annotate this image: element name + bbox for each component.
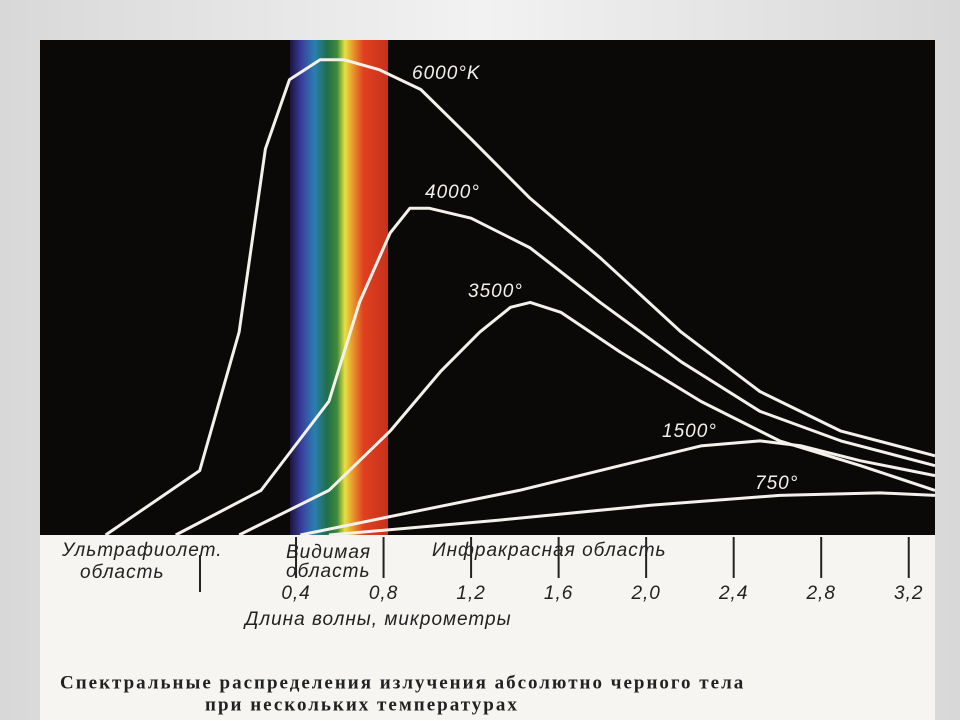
curve bbox=[300, 439, 936, 537]
x-tick-label: 1,2 bbox=[456, 583, 485, 604]
curve-label: 4000° bbox=[425, 182, 480, 203]
x-tick-label: 3,2 bbox=[894, 583, 923, 604]
region-label: область bbox=[80, 562, 164, 583]
curves bbox=[104, 58, 936, 537]
curve bbox=[175, 206, 936, 537]
curve bbox=[104, 58, 936, 537]
region-label: Инфракрасная область bbox=[432, 540, 667, 561]
curve-label: 6000°K bbox=[412, 63, 481, 84]
plot-area bbox=[40, 40, 935, 535]
caption-subtitle: при нескольких температурах bbox=[205, 694, 519, 715]
x-axis-label: Длина волны, микрометры bbox=[243, 609, 512, 630]
caption-title: Спектральные распределения излучения абс… bbox=[60, 672, 745, 693]
curve bbox=[328, 491, 936, 537]
visible-spectrum bbox=[290, 40, 388, 535]
region-label: область bbox=[286, 561, 370, 582]
curve-label: 3500° bbox=[468, 281, 523, 302]
label-area bbox=[40, 535, 935, 720]
x-tick-label: 0,8 bbox=[369, 583, 398, 604]
x-tick-label: 0,4 bbox=[281, 583, 310, 604]
region-label: Ультрафиолет. bbox=[61, 540, 223, 561]
curve bbox=[238, 300, 936, 537]
x-tick-label: 1,6 bbox=[544, 583, 573, 604]
curve-label: 1500° bbox=[662, 421, 717, 442]
curve-label: 750° bbox=[755, 473, 798, 494]
region-label: Видимая bbox=[286, 542, 371, 563]
x-tick-label: 2,4 bbox=[718, 583, 748, 604]
x-tick-label: 2,8 bbox=[805, 583, 835, 604]
x-tick-label: 2,0 bbox=[630, 583, 660, 604]
